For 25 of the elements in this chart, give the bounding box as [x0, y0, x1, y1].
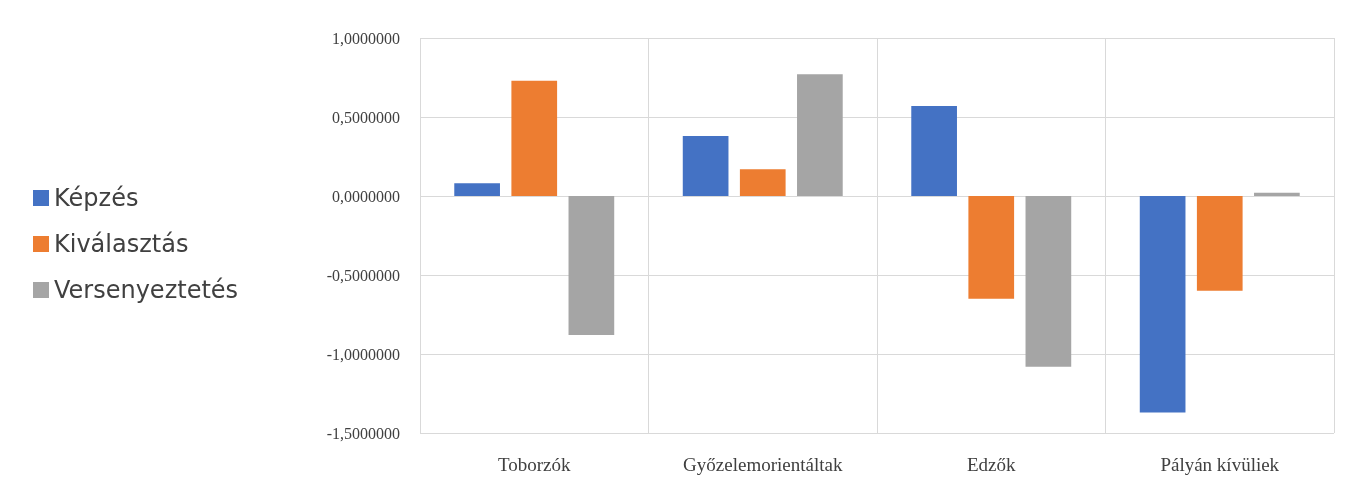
y-tick-label: -0,5000000: [326, 266, 400, 284]
bar: [911, 105, 957, 196]
x-tick-label: Edzők: [966, 454, 1017, 475]
x-tick-label: Pályán kívüliek: [1160, 454, 1280, 475]
bar: [1196, 196, 1243, 291]
legend-label: Képzés: [54, 184, 139, 212]
bar: [1254, 192, 1300, 196]
bar: [511, 80, 558, 196]
y-tick-label: 1,0000000: [332, 29, 400, 47]
y-tick-label: 0,0000000: [332, 187, 400, 205]
legend-label: Versenyeztetés: [54, 276, 239, 304]
bar: [968, 196, 1015, 299]
bar: [1139, 196, 1186, 413]
bar: [739, 169, 786, 196]
bar: [682, 135, 729, 196]
bar: [1025, 196, 1072, 367]
y-tick-label: -1,5000000: [326, 424, 400, 442]
x-tick-label: Győzelemorientáltak: [683, 454, 843, 475]
bar: [797, 74, 843, 196]
legend-label: Kiválasztás: [54, 230, 189, 258]
y-tick-label: -1,0000000: [326, 345, 400, 363]
y-tick-label: 0,5000000: [332, 108, 400, 126]
bar: [568, 196, 615, 336]
bar: [454, 183, 500, 196]
x-tick-label: Toborzók: [497, 454, 572, 475]
